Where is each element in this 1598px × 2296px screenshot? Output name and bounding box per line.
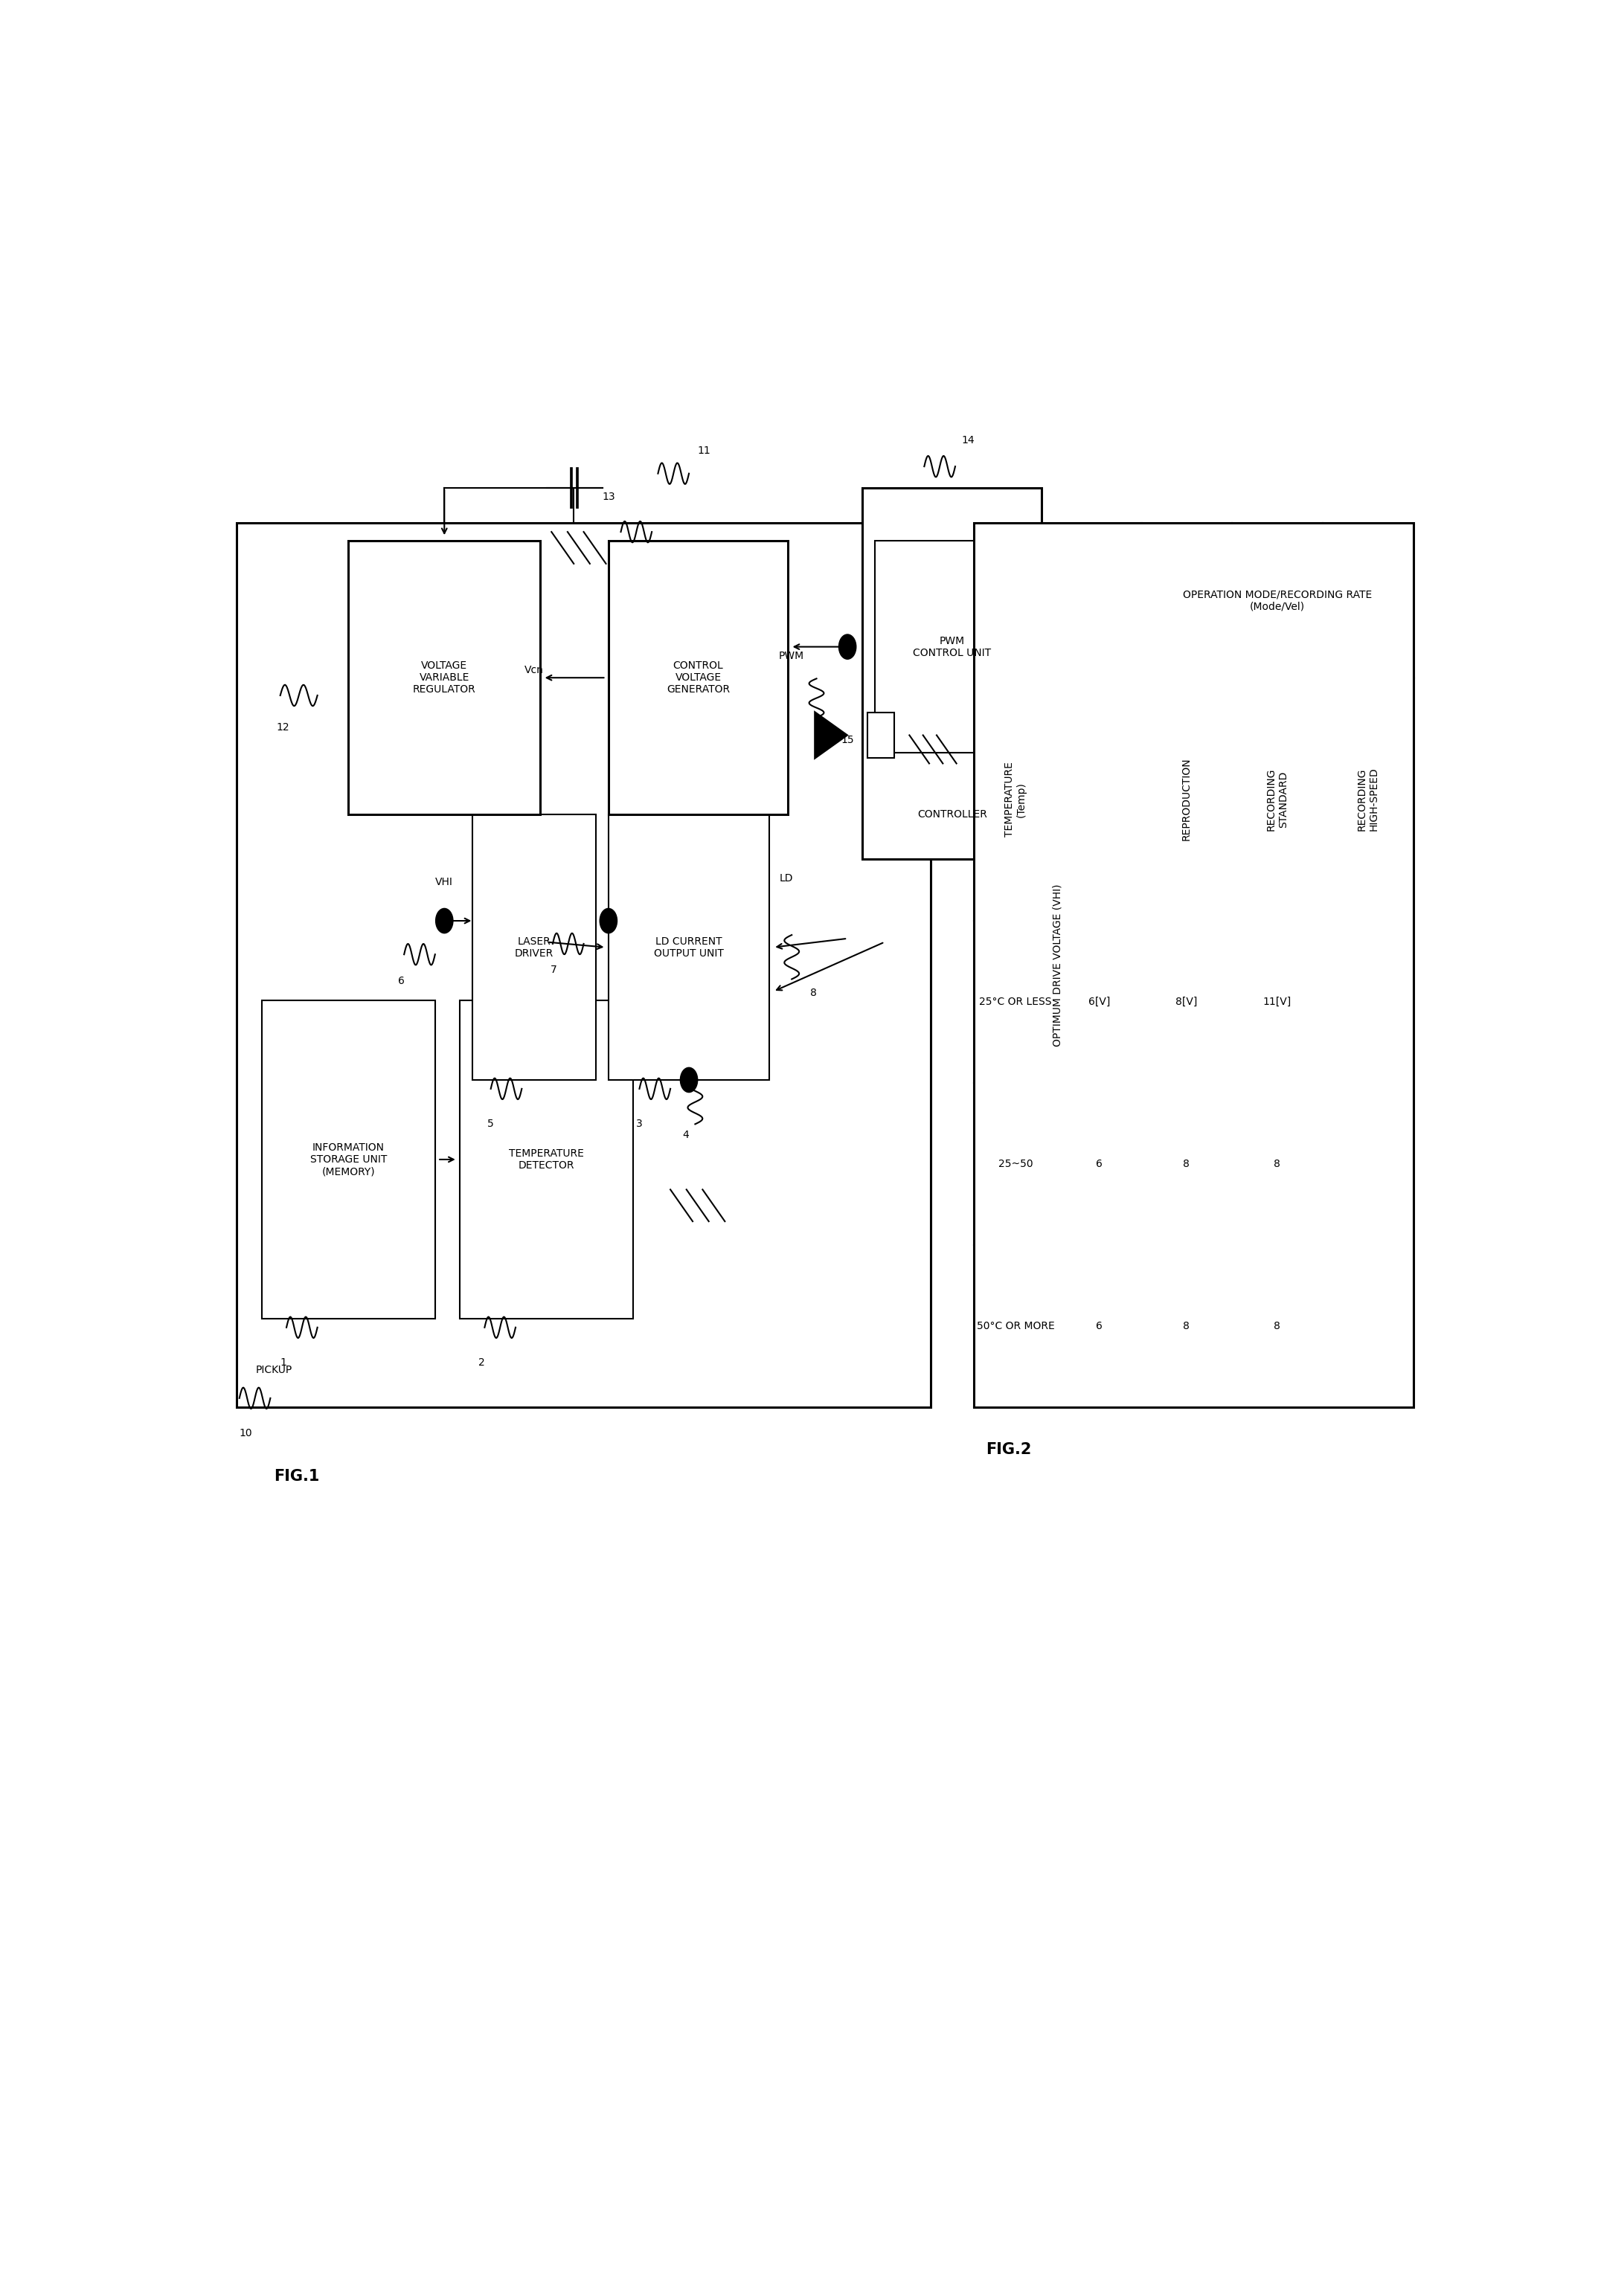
Bar: [874, 542, 1029, 753]
Text: 25°C OR LESS: 25°C OR LESS: [980, 996, 1051, 1008]
Text: VHI: VHI: [435, 877, 452, 886]
Text: 13: 13: [602, 491, 615, 503]
Text: 15: 15: [841, 735, 855, 746]
Bar: [262, 1001, 435, 1318]
Polygon shape: [813, 709, 849, 760]
Text: OPERATION MODE/RECORDING RATE
(Mode/Vel): OPERATION MODE/RECORDING RATE (Mode/Vel): [1183, 590, 1371, 611]
Text: INFORMATION
STORAGE UNIT
(MEMORY): INFORMATION STORAGE UNIT (MEMORY): [310, 1141, 387, 1178]
Text: 4: 4: [682, 1130, 689, 1139]
Text: LD CURRENT
OUTPUT UNIT: LD CURRENT OUTPUT UNIT: [654, 937, 724, 957]
Text: 8: 8: [1274, 1320, 1280, 1332]
Text: REPRODUCTION: REPRODUCTION: [1181, 758, 1192, 840]
Text: 6: 6: [398, 976, 404, 985]
Text: 8: 8: [1183, 1159, 1189, 1169]
Text: 6: 6: [1096, 1320, 1103, 1332]
Text: PICKUP: PICKUP: [256, 1364, 292, 1375]
Text: 2: 2: [478, 1357, 484, 1368]
Text: 6: 6: [1096, 1159, 1103, 1169]
Text: TEMPERATURE
DETECTOR: TEMPERATURE DETECTOR: [510, 1148, 583, 1171]
Circle shape: [681, 1068, 698, 1093]
Bar: [868, 712, 895, 758]
Text: PWM: PWM: [778, 650, 804, 661]
Text: TEMPERATURE
(Temp): TEMPERATURE (Temp): [1004, 762, 1028, 836]
Text: LD: LD: [780, 872, 793, 884]
Text: 11: 11: [698, 445, 711, 457]
Text: 8: 8: [1183, 1320, 1189, 1332]
Text: 12: 12: [276, 721, 289, 732]
Text: RECORDING
STANDARD: RECORDING STANDARD: [1266, 767, 1288, 831]
Circle shape: [839, 634, 857, 659]
Text: 25~50: 25~50: [999, 1159, 1032, 1169]
Text: LASER
DRIVER: LASER DRIVER: [515, 937, 553, 957]
Circle shape: [436, 909, 452, 932]
Text: FIG.1: FIG.1: [275, 1469, 320, 1483]
Text: CONTROL
VOLTAGE
GENERATOR: CONTROL VOLTAGE GENERATOR: [666, 661, 730, 696]
Text: 8: 8: [1274, 1159, 1280, 1169]
Text: OPTIMUM DRIVE VOLTAGE (VHI): OPTIMUM DRIVE VOLTAGE (VHI): [1051, 884, 1063, 1047]
Bar: [473, 815, 596, 1079]
Bar: [863, 487, 1042, 859]
Text: 14: 14: [962, 434, 975, 445]
Text: FIG.2: FIG.2: [986, 1442, 1032, 1458]
Text: 8: 8: [810, 987, 817, 999]
Text: RECORDING
HIGH-SPEED: RECORDING HIGH-SPEED: [1357, 767, 1379, 831]
Text: 1: 1: [280, 1357, 288, 1368]
Text: 50°C OR MORE: 50°C OR MORE: [976, 1320, 1055, 1332]
Text: 7: 7: [550, 964, 556, 976]
Circle shape: [599, 909, 617, 932]
Text: VOLTAGE
VARIABLE
REGULATOR: VOLTAGE VARIABLE REGULATOR: [412, 661, 476, 696]
Bar: [973, 523, 1413, 1407]
Text: CONTROLLER: CONTROLLER: [917, 810, 988, 820]
Bar: [460, 1001, 633, 1318]
Bar: [609, 542, 788, 815]
Text: 6[V]: 6[V]: [1088, 996, 1111, 1008]
Bar: [237, 523, 930, 1407]
Text: 3: 3: [636, 1118, 642, 1130]
Text: 11[V]: 11[V]: [1262, 996, 1291, 1008]
Text: PWM
CONTROL UNIT: PWM CONTROL UNIT: [912, 636, 991, 659]
Text: 10: 10: [240, 1428, 252, 1440]
Text: Vcn: Vcn: [524, 664, 543, 675]
Bar: [609, 815, 770, 1079]
Bar: [348, 542, 540, 815]
Text: 5: 5: [487, 1118, 494, 1130]
Text: 8[V]: 8[V]: [1176, 996, 1197, 1008]
